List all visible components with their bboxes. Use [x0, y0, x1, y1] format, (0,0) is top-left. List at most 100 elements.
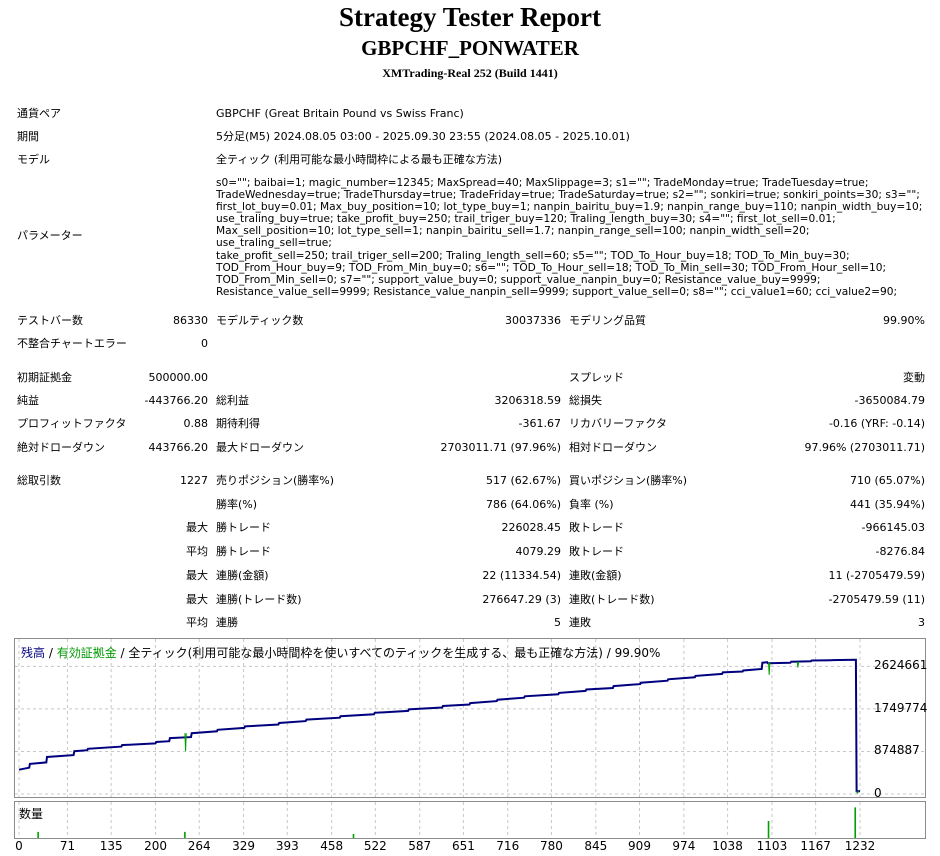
max3-label: 最大 [186, 593, 208, 606]
stats-row-largest: 最大 勝トレード 226028.45 敗トレード -966145.03 [0, 518, 940, 538]
largest-loss-value: -966145.03 [861, 521, 925, 534]
x-tick-label: 651 [451, 839, 475, 853]
mismatch-label: 不整合チャートエラー [17, 337, 127, 350]
avg-consec-win-label: 連勝 [216, 616, 238, 629]
largest-win-label: 勝トレード [216, 521, 271, 534]
period-label: 期間 [17, 130, 39, 143]
volume-chart [18, 802, 861, 838]
report-subtitle: GBPCHF_PONWATER [361, 36, 579, 60]
volume-bar [767, 821, 770, 838]
largest-label: 最大 [186, 521, 208, 534]
consec-win-money-value: 22 (11334.54) [482, 569, 561, 582]
model-label: モデル [17, 153, 50, 166]
short-value: 517 (62.67%) [485, 474, 561, 487]
period-value: 5分足(M5) 2024.08.05 03:00 - 2025.09.30 23… [216, 130, 630, 143]
volume-bar [352, 833, 355, 838]
expected-value: -361.67 [518, 417, 561, 430]
x-tick-label: 200 [144, 839, 167, 853]
consec-loss-money-label: 連敗(金額) [569, 569, 622, 582]
deposit-value: 500000.00 [148, 371, 209, 384]
x-tick-label: 974 [672, 839, 696, 853]
symbol-row: 通貨ペア GBPCHF (Great Britain Pound vs Swis… [0, 104, 940, 124]
series-equity-line [184, 733, 187, 752]
max-dd-value: 2703011.71 (97.96%) [440, 441, 561, 454]
largest-loss-label: 敗トレード [569, 521, 624, 534]
win-rate-label: 勝率(%) [216, 498, 258, 511]
stats-row-net: 純益 -443766.20 総利益 3206318.59 総損失 -365008… [0, 391, 940, 411]
volume-bar [854, 807, 857, 838]
stats-row-consec-count: 最大 連勝(トレード数) 276647.29 (3) 連敗(トレード数) -27… [0, 590, 940, 610]
x-tick-label: 1103 [756, 839, 788, 853]
consec-loss-money-value: 11 (-2705479.59) [828, 569, 925, 582]
volume-label: 数量 [19, 807, 44, 821]
gross-loss-value: -3650084.79 [854, 394, 925, 407]
recovery-label: リカバリーファクタ [569, 417, 667, 430]
symbol-label: 通貨ペア [17, 107, 61, 120]
abs-dd-label: 絶対ドローダウン [17, 441, 105, 454]
gross-profit-value: 3206318.59 [494, 394, 561, 407]
avg-consec-win-value: 5 [554, 616, 561, 629]
symbol-value: GBPCHF (Great Britain Pound vs Swiss Fra… [216, 107, 464, 120]
x-tick-label: 1167 [800, 839, 831, 853]
x-tick-label: 0 [15, 839, 23, 853]
report-title: Strategy Tester Report [339, 2, 601, 32]
params-value: s0=""; baibai=1; magic_number=12345; Max… [216, 177, 923, 298]
loss-rate-value: 441 (35.94%) [849, 498, 925, 511]
legend-equity: 有効証拠金 [56, 646, 117, 660]
x-tick-label: 393 [275, 839, 299, 853]
legend-model: 全ティック(利用可能な最小時間枠を使いすべてのティックを生成する、最も正確な方法… [128, 646, 661, 660]
average-label: 平均 [186, 545, 208, 558]
avg-consec-loss-value: 3 [918, 616, 925, 629]
bars-label: テストバー数 [17, 314, 83, 327]
long-label: 買いポジション(勝率%) [569, 474, 688, 487]
total-trades-value: 1227 [180, 474, 208, 487]
y-tick-label: 2624661 [874, 658, 928, 673]
x-tick-label: 1232 [844, 839, 876, 853]
loss-rate-label: 負率 (%) [569, 498, 614, 511]
x-tick-label: 135 [99, 839, 123, 853]
consec-win-count-value: 276647.29 (3) [482, 593, 561, 606]
x-tick-label: 329 [232, 839, 256, 853]
avg-win-label: 勝トレード [216, 545, 271, 558]
x-tick-label: 1038 [712, 839, 743, 853]
stats-row-winrate: 勝率(%) 786 (64.06%) 負率 (%) 441 (35.94%) [0, 495, 940, 515]
x-tick-label: 458 [320, 839, 344, 853]
volume-bar [184, 831, 186, 838]
balance-chart [15, 639, 925, 797]
stats-row-mismatch: 不整合チャートエラー 0 [0, 334, 940, 354]
stats-row-trades: 総取引数 1227 売りポジション(勝率%) 517 (62.67%) 買いポジ… [0, 471, 940, 491]
chart-legend: 残高 / 有効証拠金 / 全ティック(利用可能な最小時間枠を使いすべてのティック… [21, 644, 660, 661]
x-tick-label: 845 [584, 839, 608, 853]
quality-value: 99.90% [883, 314, 925, 327]
net-value: -443766.20 [144, 394, 208, 407]
y-tick-label: 874887 [874, 743, 920, 758]
legend-balance: 残高 [21, 646, 46, 660]
spread-label: スプレッド [569, 371, 624, 384]
recovery-value: -0.16 (YRF: -0.14) [828, 417, 925, 430]
avg2-label: 平均 [186, 616, 208, 629]
max2-label: 最大 [186, 569, 208, 582]
model-row: モデル 全ティック (利用可能な最小時間枠による最も正確な方法) [0, 150, 940, 170]
deposit-label: 初期証拠金 [17, 371, 72, 384]
consec-loss-count-value: -2705479.59 (11) [828, 593, 925, 606]
short-label: 売りポジション(勝率%) [216, 474, 335, 487]
stats-row-consec-money: 最大 連勝(金額) 22 (11334.54) 連敗(金額) 11 (-2705… [0, 566, 940, 586]
pf-label: プロフィットファクタ [17, 417, 127, 430]
stats-row-avg-consec: 平均 連勝 5 連敗 3 [0, 613, 940, 633]
stats-row-average: 平均 勝トレード 4079.29 敗トレード -8276.84 [0, 542, 940, 562]
legend-sep1: / [45, 646, 57, 660]
rel-dd-value: 97.96% (2703011.71) [804, 441, 925, 454]
series-equity-line [796, 661, 800, 668]
bars-value: 86330 [173, 314, 208, 327]
x-tick-label: 71 [59, 839, 76, 853]
x-tick-label: 264 [187, 839, 211, 853]
quality-label: モデリング品質 [569, 314, 646, 327]
max-dd-label: 最大ドローダウン [216, 441, 304, 454]
x-tick-label: 909 [628, 839, 651, 853]
avg-win-value: 4079.29 [515, 545, 562, 558]
balance-chart-frame [14, 638, 926, 798]
rel-dd-label: 相対ドローダウン [569, 441, 657, 454]
legend-sep2: / [116, 646, 129, 660]
x-tick-label: 587 [408, 839, 432, 853]
params-label: パラメーター [17, 229, 83, 242]
